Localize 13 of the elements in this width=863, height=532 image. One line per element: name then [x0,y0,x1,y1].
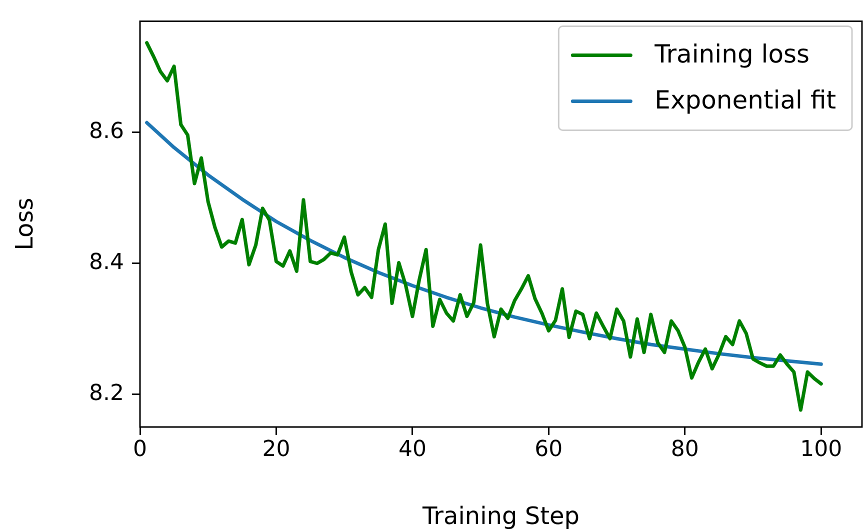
x-tick-label: 80 [670,436,699,462]
x-tick-label: 40 [398,436,426,462]
x-tick-label: 20 [262,436,290,462]
y-tick-label: 8.2 [89,380,124,406]
y-tick-label: 8.4 [89,250,124,276]
x-tick-label: 60 [534,436,563,462]
x-tick-label: 0 [133,436,147,462]
legend-label: Exponential fit [654,86,836,115]
y-axis-title: Loss [10,198,39,250]
x-axis-title: Training Step [422,502,580,530]
legend-label: Training loss [654,40,810,69]
y-tick-label: 8.6 [89,119,124,144]
x-tick-label: 100 [800,436,842,462]
